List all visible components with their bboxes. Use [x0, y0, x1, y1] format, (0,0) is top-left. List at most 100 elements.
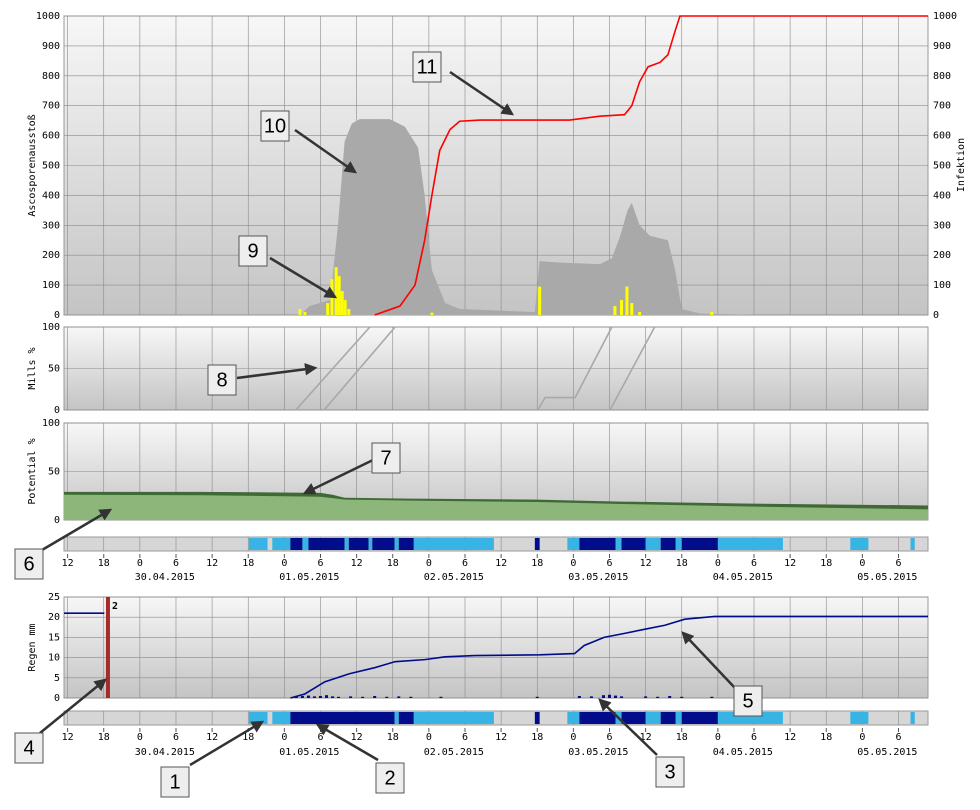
strip-segment	[398, 538, 414, 550]
strip-segment	[413, 712, 494, 724]
callout-box	[207, 364, 237, 396]
area	[300, 119, 761, 315]
y-tick-label: 15	[48, 632, 60, 643]
y-tick-label: 0	[54, 405, 60, 416]
x-tick-label: 6	[751, 558, 757, 569]
bar	[710, 696, 714, 698]
strip-segment	[272, 538, 291, 550]
strip-segment	[645, 712, 661, 724]
strip-segment	[675, 538, 682, 550]
bar	[347, 309, 351, 315]
callout-box	[238, 235, 268, 267]
x-tick-label: 6	[895, 558, 901, 569]
bar	[656, 696, 660, 698]
strip-segment	[534, 712, 540, 724]
x-tick-label: 18	[820, 732, 832, 743]
y-tick-label: 700	[42, 101, 60, 112]
x-tick-label: 12	[495, 558, 507, 569]
x-tick-label: 0	[426, 732, 432, 743]
strip-segment	[850, 712, 869, 724]
callout-box	[375, 762, 405, 794]
y-tick-label: 0	[54, 515, 60, 526]
callout-box	[14, 548, 44, 580]
bar	[397, 696, 401, 698]
x-tick-label: 0	[715, 558, 721, 569]
date-label: 02.05.2015	[424, 747, 484, 758]
x-tick-label: 12	[206, 558, 218, 569]
x-tick-label: 12	[351, 558, 363, 569]
strip-segment	[368, 538, 373, 550]
bar	[589, 696, 593, 698]
y-tick-label: 50	[48, 364, 60, 375]
x-tick-label: 6	[606, 732, 612, 743]
strip-segment	[308, 538, 345, 550]
callout-arrow	[449, 70, 515, 116]
bar	[644, 696, 648, 698]
date-label: 04.05.2015	[713, 747, 773, 758]
date-label: 30.04.2015	[135, 572, 195, 583]
x-tick-label: 6	[317, 732, 323, 743]
strip-segment	[290, 712, 395, 724]
x-tick-label: 0	[281, 558, 287, 569]
y-tick-label: 5	[54, 673, 60, 684]
y-tick-label: 25	[48, 592, 60, 603]
bar	[638, 312, 642, 315]
x-tick-label: 6	[317, 558, 323, 569]
callout-arrow	[236, 363, 318, 380]
x-tick-label: 0	[859, 732, 865, 743]
y2-tick-label: 1000	[933, 11, 957, 22]
bar	[630, 303, 634, 315]
bar	[668, 695, 672, 698]
y-tick-label: 1000	[36, 11, 60, 22]
bar	[710, 312, 714, 315]
y2-tick-label: 600	[933, 131, 951, 142]
callout-arrow	[39, 678, 107, 734]
x-tick-label: 18	[98, 732, 110, 743]
x-tick-label: 12	[495, 732, 507, 743]
callout-box	[14, 732, 44, 764]
x-tick-label: 12	[206, 732, 218, 743]
line	[374, 15, 928, 316]
strip-segment	[910, 538, 915, 550]
y-tick-label: 300	[42, 220, 60, 231]
y-tick-label: 50	[48, 467, 60, 478]
bar	[334, 267, 338, 315]
y-axis-label: Mills %	[27, 347, 38, 389]
x-tick-label: 12	[640, 558, 652, 569]
x-tick-label: 12	[62, 732, 74, 743]
date-label: 02.05.2015	[424, 572, 484, 583]
bar	[306, 695, 310, 698]
y-tick-label: 800	[42, 71, 60, 82]
bar	[318, 695, 322, 698]
callout-label: 9	[247, 240, 258, 262]
y2-axis-label: Infektion	[956, 138, 967, 192]
marker	[105, 597, 110, 698]
y-tick-label: 500	[42, 161, 60, 172]
date-label: 05.05.2015	[857, 572, 917, 583]
strip-segment	[344, 538, 349, 550]
x-tick-label: 12	[784, 732, 796, 743]
callout-label: 3	[664, 761, 675, 783]
strip	[63, 710, 929, 726]
bar	[337, 696, 341, 698]
x-tick-label: 18	[387, 558, 399, 569]
bar	[430, 312, 434, 315]
y-tick-label: 0	[54, 310, 60, 321]
x-tick-label: 18	[387, 732, 399, 743]
callout-arrow	[681, 631, 736, 689]
callout-arrow	[189, 720, 265, 767]
callout-label: 6	[23, 553, 34, 575]
strip-segment	[290, 538, 303, 550]
x-tick-label: 0	[137, 732, 143, 743]
bar	[343, 300, 347, 315]
bar	[300, 695, 304, 698]
bar	[298, 309, 302, 315]
strip-segment	[394, 538, 399, 550]
strip-segment	[645, 538, 661, 550]
bar	[326, 303, 330, 315]
x-tick-label: 6	[751, 732, 757, 743]
callout-box	[733, 685, 763, 717]
callout-arrow	[269, 256, 338, 299]
line	[295, 326, 371, 411]
